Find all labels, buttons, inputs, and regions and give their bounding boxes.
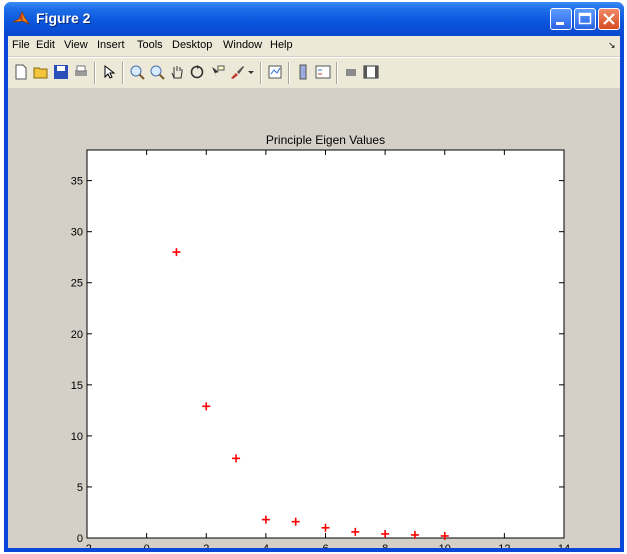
- pan-icon[interactable]: [168, 63, 186, 81]
- rotate-3d-icon[interactable]: [188, 63, 206, 81]
- data-point: [172, 248, 181, 257]
- chart-title: Principle Eigen Values: [266, 133, 385, 147]
- figure-client-area: File Edit View Insert Tools Desktop Wind…: [8, 36, 620, 554]
- hide-plot-tools-icon[interactable]: [342, 63, 360, 81]
- save-icon[interactable]: [52, 63, 70, 81]
- close-button[interactable]: [598, 8, 620, 30]
- scatter-chart[interactable]: Principle Eigen Values -2024681012140510…: [8, 88, 620, 554]
- y-tick-label: 5: [77, 482, 83, 494]
- axes-area[interactable]: [86, 149, 565, 539]
- y-tick-label: 30: [71, 227, 83, 239]
- data-point: [351, 527, 360, 536]
- menu-file[interactable]: File: [12, 39, 30, 51]
- x-tick-label: 14: [558, 543, 570, 548]
- title-bar[interactable]: Figure 2: [4, 2, 624, 36]
- menubar-chevron-icon[interactable]: ↘: [608, 40, 616, 50]
- x-tick-label: -2: [82, 543, 92, 548]
- figure-window: Figure 2 File Edit View Insert Tools Des…: [4, 2, 624, 554]
- link-plot-icon[interactable]: [266, 63, 284, 81]
- menu-edit[interactable]: Edit: [36, 39, 55, 51]
- x-tick-label: 2: [203, 543, 209, 548]
- matlab-logo-icon: [12, 11, 30, 25]
- show-plot-tools-icon[interactable]: [362, 63, 380, 81]
- y-tick-label: 0: [77, 533, 83, 545]
- menu-desktop[interactable]: Desktop: [172, 39, 213, 51]
- data-points: [172, 248, 449, 540]
- x-tick-label: 12: [498, 543, 510, 548]
- y-tick-label: 25: [71, 278, 83, 290]
- close-icon: [603, 13, 615, 25]
- print-icon[interactable]: [72, 63, 90, 81]
- x-tick-label: 0: [144, 543, 150, 548]
- y-tick-label: 20: [71, 329, 83, 341]
- toolbar-separator: [260, 62, 262, 84]
- toolbar-separator: [336, 62, 338, 84]
- toolbar-separator: [94, 62, 96, 84]
- x-tick-label: 6: [322, 543, 328, 548]
- menu-tools[interactable]: Tools: [137, 39, 163, 51]
- y-tick-label: 35: [71, 176, 83, 188]
- data-point: [410, 530, 419, 539]
- data-point: [291, 517, 300, 526]
- menu-help[interactable]: Help: [270, 39, 293, 51]
- y-tick-label: 10: [71, 431, 83, 443]
- data-point: [261, 515, 270, 524]
- data-point: [202, 402, 211, 411]
- zoom-in-icon[interactable]: [128, 63, 146, 81]
- maximize-button[interactable]: [574, 8, 596, 30]
- minimize-button[interactable]: [550, 8, 572, 30]
- new-figure-icon[interactable]: [12, 63, 30, 81]
- maximize-icon: [578, 12, 592, 25]
- legend-icon[interactable]: [314, 63, 332, 81]
- menu-bar: File Edit View Insert Tools Desktop Wind…: [8, 36, 620, 56]
- menu-view[interactable]: View: [64, 39, 88, 51]
- data-point: [381, 529, 390, 538]
- data-point: [232, 454, 241, 463]
- colorbar-icon[interactable]: [294, 63, 312, 81]
- toolbar-separator: [288, 62, 290, 84]
- open-file-icon[interactable]: [32, 63, 50, 81]
- data-point: [440, 531, 449, 540]
- brush-icon[interactable]: [228, 63, 246, 81]
- window-title: Figure 2: [36, 10, 91, 26]
- data-point: [321, 523, 330, 532]
- y-tick-label: 15: [71, 380, 83, 392]
- figure-canvas[interactable]: Principle Eigen Values -2024681012140510…: [8, 88, 620, 554]
- figure-toolbar: [8, 57, 620, 89]
- select-arrow-icon[interactable]: [100, 63, 118, 81]
- x-tick-label: 10: [439, 543, 451, 548]
- brush-dropdown-icon[interactable]: [246, 63, 256, 81]
- data-cursor-icon[interactable]: [208, 63, 226, 81]
- menu-window[interactable]: Window: [223, 39, 263, 51]
- zoom-out-icon[interactable]: [148, 63, 166, 81]
- minimize-icon: [556, 22, 564, 25]
- menu-insert[interactable]: Insert: [97, 39, 125, 51]
- x-tick-label: 8: [382, 543, 388, 548]
- toolbar-separator: [122, 62, 124, 84]
- x-tick-label: 4: [263, 543, 269, 548]
